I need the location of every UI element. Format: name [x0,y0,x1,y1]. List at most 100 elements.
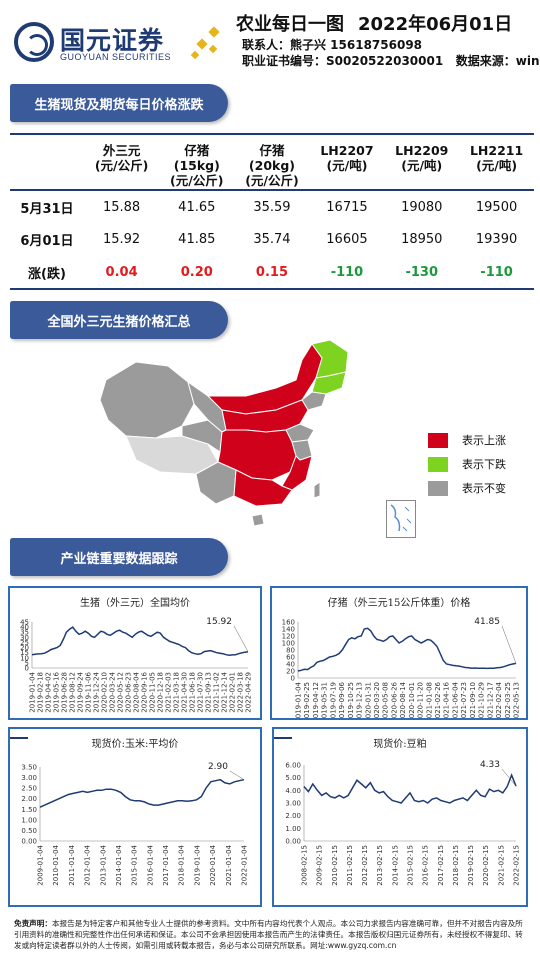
legend-label: 表示不变 [462,482,506,495]
chart-title: 现货价:豆粕 [274,735,526,750]
x-tick-label: 2019-04-12 [312,682,320,718]
column-header-lh2207: LH2207 (元/吨) [309,133,385,191]
table-row: 5月31日 15.88 41.65 35.59 16715 19080 1950… [10,190,534,223]
x-tick-label: 2021-07-23 [460,682,468,718]
column-header-line: (元/吨) [326,158,368,173]
map-region-zhejiang-fujian [281,455,313,491]
x-tick-label: 2022-02-15 [513,845,521,886]
label-leader [229,770,245,780]
x-tick-label: 2019-09-06 [338,681,346,718]
y-tick-label: 4.00 [285,787,301,795]
x-tick-label: 2022-05-13 [513,682,521,718]
table-cell: 19500 [475,199,518,215]
x-tick-label: 2019-06-28 [61,672,69,713]
column-header-line: (元/公斤) [245,173,299,188]
company-name-en: GUOYUAN SECURITIES [60,52,172,62]
last-value-label: 4.33 [480,760,500,770]
x-tick-label: 2021-01-04 [225,844,233,885]
x-tick-label: 2019-01-04 [29,671,37,712]
x-tick-label: 2014-01-04 [115,844,123,885]
column-header-line: 外三元 [102,143,141,158]
x-tick-label: 2009-02-15 [316,845,324,886]
x-tick-label: 2020-10-01 [408,682,416,718]
legend-item-down: 表示下跌 [428,452,506,476]
column-header-line: (元/吨) [401,158,443,173]
y-tick-label: 3.00 [21,774,37,782]
x-tick-label: 2011-02-15 [346,845,354,886]
x-tick-label: 2021-02-15 [497,845,505,886]
x-tick-label: 2020-01-04 [209,844,217,885]
label-leader [501,768,517,787]
y-tick-label: 40 [286,661,295,669]
x-tick-label: 2020-08-04 [133,671,141,712]
x-tick-label: 2020-06-26 [390,681,398,718]
map-region-hainan [251,513,265,527]
disclaimer-text: 本报告是为特定客户和其他专业人士提供的参考资料。文中所有内容均代表个人观点。本公… [14,919,523,950]
report-title-text: 农业每日一图 [236,14,344,35]
last-value-label: 2.90 [208,762,228,772]
chart-title: 现货价:玉米:平均价 [10,735,260,750]
x-tick-label: 2021-12-14 [221,671,229,712]
x-tick-label: 2021-11-02 [213,672,221,713]
y-tick-label: 0.00 [21,838,37,846]
y-tick-label: 40 [20,624,29,632]
south-sea-inset [386,500,416,538]
logo-mark-icon [14,22,54,62]
y-tick-label: 3.50 [21,764,37,772]
table-cell: 15.92 [102,232,141,247]
change-cell: 0.15 [234,256,310,290]
x-tick-label: 2020-11-05 [149,672,157,713]
cert-source-line: 职业证书编号：S0020522030001 数据来源：wind [242,52,540,69]
company-logo: 国元证券 GUOYUAN SECURITIES [14,20,214,66]
y-tick-label: 20 [20,644,29,652]
x-tick-label: 2016-01-04 [146,844,154,885]
x-tick-label: 2019-12-13 [356,682,364,718]
y-tick-label: 120 [282,633,295,641]
y-tick-label: 2.50 [21,785,37,793]
x-tick-label: 2021-10-29 [478,682,486,718]
x-tick-label: 2015-02-15 [407,845,415,886]
y-tick-label: 1.00 [285,825,301,833]
chart-title-text: 现货价:豆粕 [373,739,427,750]
chart-title: 生猪（外三元）全国均价 [80,598,190,609]
legend-label: 表示下跌 [462,458,506,471]
x-tick-label: 2020-09-16 [141,671,149,712]
x-tick-label: 2018-02-15 [452,845,460,886]
x-tick-label: 2021-03-18 [173,672,181,713]
company-name-cn: 国元证券 [60,26,165,55]
y-tick-label: 0.00 [285,838,301,846]
column-header-line: LH2209 [395,143,449,158]
change-cell: -110 [459,256,534,290]
report-title: 农业每日一图 2022年06月01日 [236,10,512,36]
x-tick-label: 2021-06-18 [189,672,197,713]
x-tick-label: 2010-02-15 [331,845,339,886]
column-header-line: (20kg) [248,158,296,173]
map-legend: 表示上涨 表示下跌 表示不变 [428,428,506,500]
chart-panel-piglet-price: 仔猪（外三元15公斤体重）价格 0 20 40 60 80 100 120 140 160 201… [270,586,528,720]
label-leader [501,625,517,664]
last-value-label: 15.92 [206,617,232,627]
table-row: 6月01日 15.92 41.85 35.74 16605 18950 1939… [10,223,534,256]
y-tick-label: 0.50 [21,827,37,835]
x-tick-label: 2012-01-04 [84,844,92,885]
x-tick-label: 2019-10-25 [347,682,355,718]
table-cell: 19390 [475,232,518,247]
legend-item-up: 表示上涨 [428,428,506,452]
x-tick-label: 2019-05-16 [53,671,61,712]
x-tick-label: 2015-01-04 [131,844,139,885]
table-cell: 16715 [326,199,368,215]
column-header-line: (元/公斤) [94,158,149,173]
x-tick-label: 2011-01-04 [68,844,76,885]
x-tick-label: 2017-02-15 [437,845,445,886]
table-row-change: 涨(跌) 0.04 0.20 0.15 -110 -130 -110 [10,256,534,290]
y-tick-label: 5 [25,659,29,667]
cert-number: 职业证书编号：S0020522030001 [242,54,444,68]
x-tick-label: 2013-02-15 [376,845,384,886]
y-tick-label: 10 [20,654,29,662]
y-tick-label: 45 [20,619,29,627]
y-tick-label: 2.00 [285,812,301,820]
x-tick-label: 2019-02-25 [303,682,311,718]
map-region-xinjiang [99,361,195,439]
column-header-wai-san-yuan: 外三元 (元/公斤) [84,133,160,191]
